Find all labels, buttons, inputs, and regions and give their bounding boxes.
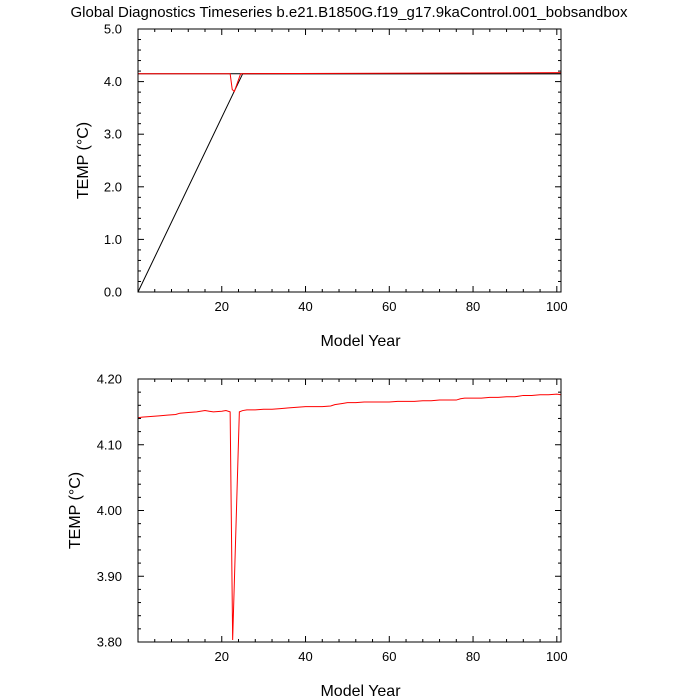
top-series-line-0: [137, 73, 561, 293]
bottom-x-tick-label: 40: [298, 649, 312, 664]
top-x-tick-label: 60: [382, 299, 396, 314]
bottom-x-tick-label: 80: [466, 649, 480, 664]
top-panel: 20 40 60 80 100 0.0 1.0 2.0 3.0 4.0 5.0 Model Year…: [75, 22, 568, 351]
top-y-tick-label: 0.0: [104, 285, 122, 300]
bottom-panel: 20 40 60 80 100 3.80 3.90 4.00 4.10 4.20 Model Ye…: [67, 372, 568, 700]
bottom-y-tick-label: 4.20: [97, 372, 122, 387]
bottom-y-tick-label: 3.80: [97, 635, 122, 650]
figure-title: Global Diagnostics Timeseries b.e21.B185…: [70, 4, 628, 21]
top-y-tick-label: 2.0: [104, 179, 122, 194]
bottom-series-line-0: [137, 393, 562, 641]
bottom-x-axis-label: Model Year: [320, 683, 401, 700]
top-y-tick-label: 4.0: [104, 74, 122, 89]
bottom-y-axis-label: TEMP (°C): [67, 472, 84, 549]
top-x-tick-label: 100: [546, 299, 568, 314]
top-y-tick-label: 3.0: [104, 127, 122, 142]
bottom-y-tick-label: 3.90: [97, 569, 122, 584]
top-y-tick-label: 5.0: [104, 22, 122, 37]
top-x-tick-label: 40: [298, 299, 312, 314]
bottom-plot-frame: [137, 378, 562, 643]
top-x-tick-label: 20: [215, 299, 229, 314]
bottom-x-tick-label: 100: [546, 649, 568, 664]
bottom-x-tick-label: 60: [382, 649, 396, 664]
top-x-tick-label: 80: [466, 299, 480, 314]
bottom-x-tick-label: 20: [215, 649, 229, 664]
bottom-y-tick-label: 4.00: [97, 503, 122, 518]
top-x-axis-label: Model Year: [320, 333, 401, 350]
bottom-y-tick-label: 4.10: [97, 437, 122, 452]
top-series-line-2: [138, 72, 562, 93]
top-plot-frame: [137, 28, 562, 293]
top-y-tick-label: 1.0: [104, 232, 122, 247]
top-y-axis-label: TEMP (°C): [75, 122, 92, 199]
